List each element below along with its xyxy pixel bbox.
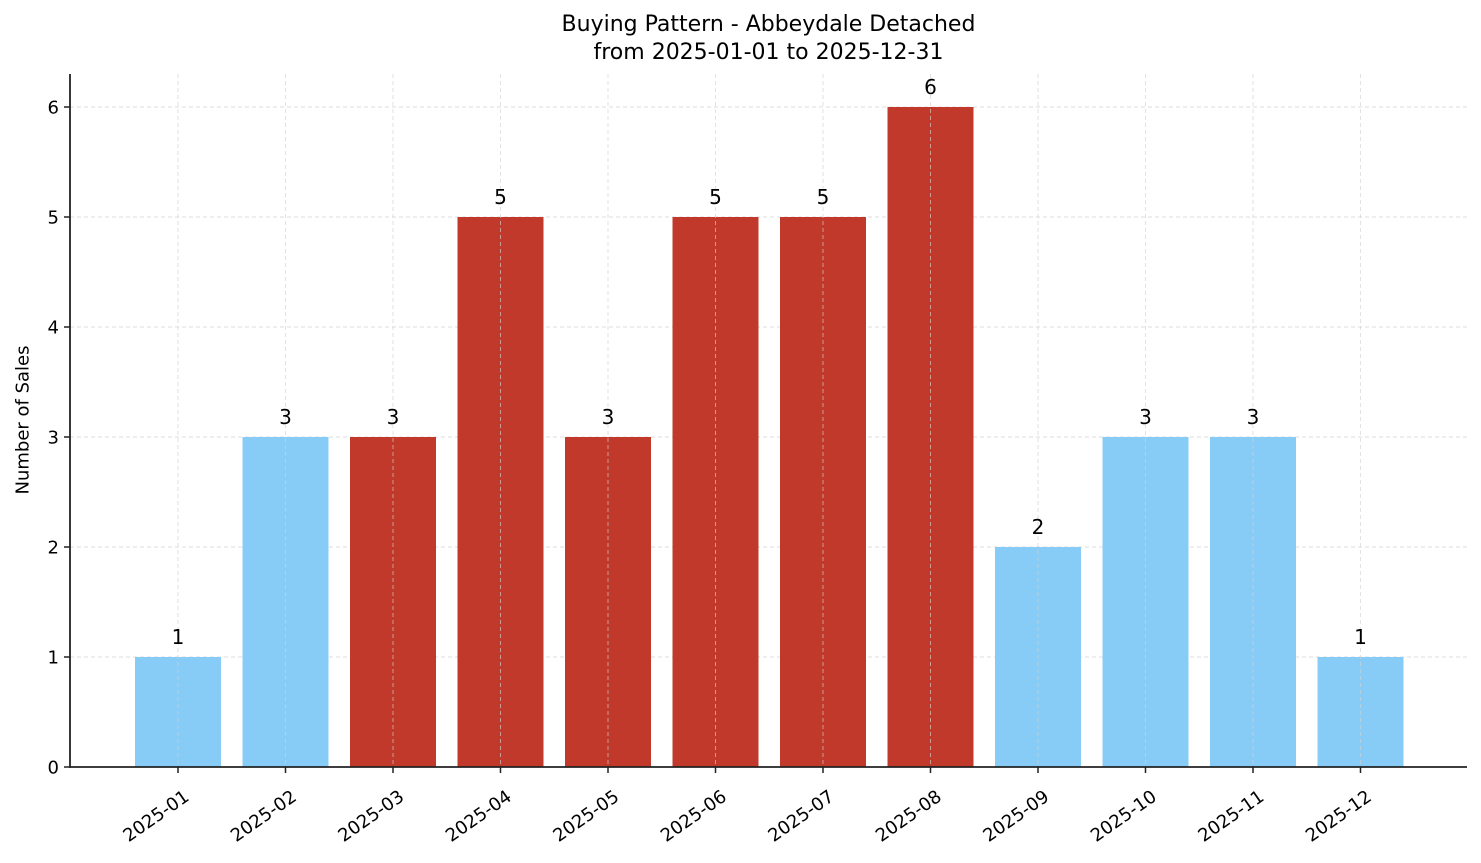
y-tick-label: 2 — [48, 538, 59, 559]
bars — [135, 107, 1404, 767]
bar-2025-08 — [887, 107, 974, 767]
data-label: 1 — [172, 625, 185, 649]
axes — [64, 74, 1467, 773]
data-label: 3 — [1139, 405, 1152, 429]
x-tick-label: 2025-10 — [1087, 786, 1161, 846]
x-tick-label: 2025-09 — [979, 786, 1053, 846]
data-label: 3 — [387, 405, 400, 429]
data-label: 2 — [1032, 515, 1045, 539]
data-label: 1 — [1354, 625, 1367, 649]
data-label: 5 — [817, 185, 830, 209]
y-tick-label: 1 — [48, 648, 59, 669]
chart-subtitle: from 2025-01-01 to 2025-12-31 — [593, 40, 944, 65]
x-tick-label: 2025-11 — [1194, 786, 1268, 846]
chart-title: Buying Pattern - Abbeydale Detached — [561, 12, 976, 37]
y-tick-label: 4 — [48, 318, 59, 339]
y-tick-label: 6 — [48, 98, 59, 119]
data-label: 3 — [602, 405, 615, 429]
x-tick-label: 2025-03 — [334, 786, 408, 846]
x-tick-label: 2025-02 — [227, 786, 301, 846]
x-tick-label: 2025-01 — [119, 786, 193, 846]
y-tick-label: 3 — [48, 428, 59, 449]
x-tick-label: 2025-05 — [549, 786, 623, 846]
data-label: 6 — [924, 75, 937, 99]
x-tick-label: 2025-06 — [657, 786, 731, 846]
data-label: 3 — [1247, 405, 1260, 429]
x-tick-label: 2025-08 — [872, 786, 946, 846]
x-tick-label: 2025-04 — [442, 786, 516, 846]
data-labels: 1 3 3 5 3 5 5 6 2 3 3 1 — [172, 75, 1367, 649]
vertical-gridlines — [177, 74, 1361, 767]
data-label: 5 — [709, 185, 722, 209]
x-tick-label: 2025-07 — [764, 786, 838, 846]
data-label: 3 — [279, 405, 292, 429]
data-label: 5 — [494, 185, 507, 209]
y-tick-label: 0 — [48, 758, 59, 779]
x-tick-label: 2025-12 — [1302, 786, 1376, 846]
y-tick-label: 5 — [48, 208, 59, 229]
